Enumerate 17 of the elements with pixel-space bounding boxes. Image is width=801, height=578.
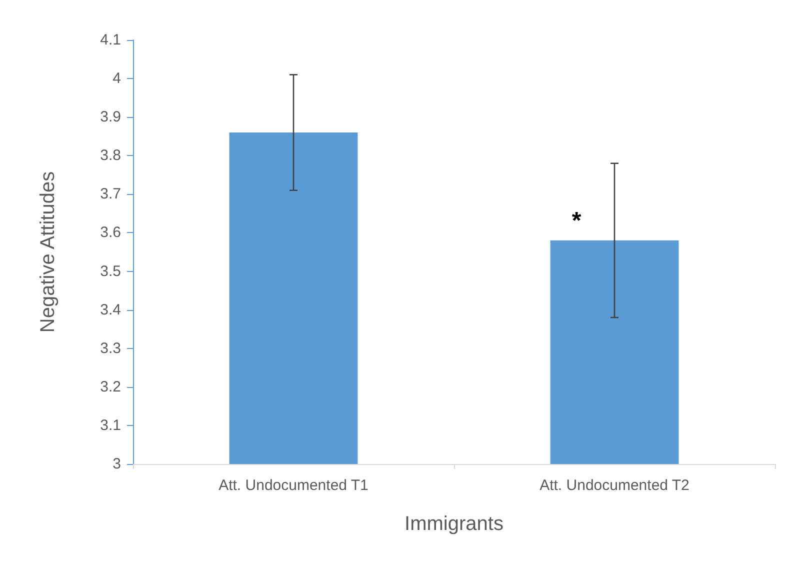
y-axis-title: Negative Attitudes: [37, 171, 59, 333]
y-tick-label: 3.4: [100, 301, 121, 318]
y-tick-label: 3.2: [100, 378, 121, 396]
y-tick-label: 3: [112, 456, 121, 472]
y-tick-label: 4: [112, 70, 121, 88]
y-tick-label: 3.5: [100, 262, 121, 280]
x-tick-label: Att. Undocumented T1: [218, 477, 368, 494]
y-tick-label: 4.1: [100, 32, 121, 48]
y-tick-label: 3.6: [100, 224, 121, 242]
y-tick-label: 3.9: [100, 108, 121, 126]
x-axis-title: Immigrants: [404, 513, 504, 535]
y-tick-label: 3.7: [100, 186, 121, 203]
annotation: *: [572, 208, 582, 235]
y-tick-label: 3.1: [100, 416, 121, 434]
y-tick-label: 3.3: [100, 340, 121, 357]
x-tick-label: Att. Undocumented T2: [540, 477, 690, 494]
y-tick-label: 3.8: [100, 147, 121, 164]
